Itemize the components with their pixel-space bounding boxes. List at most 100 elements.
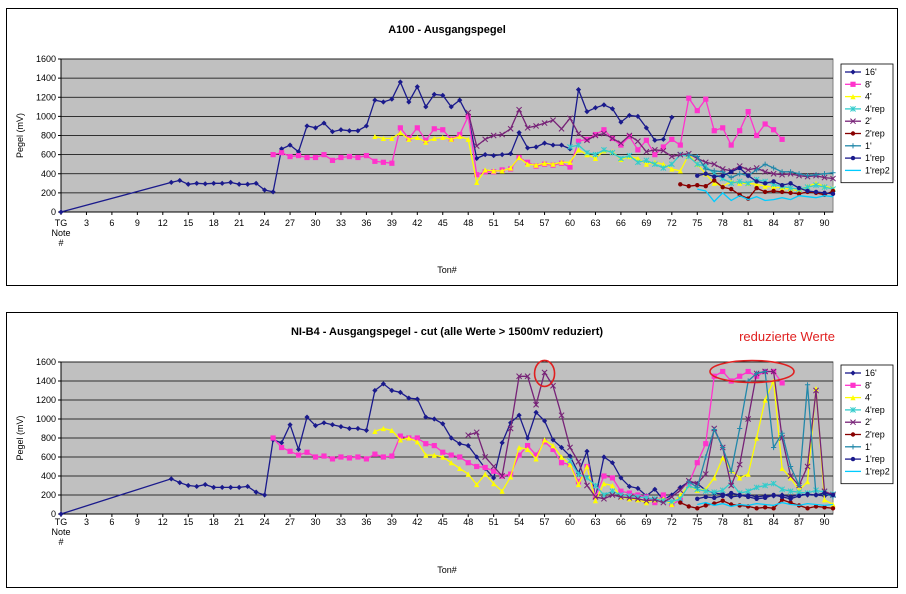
data-point — [524, 124, 531, 131]
data-point — [312, 454, 319, 460]
data-point — [541, 369, 548, 376]
data-point — [804, 463, 811, 470]
data-point — [822, 190, 827, 196]
data-point — [389, 160, 395, 166]
data-point — [346, 153, 353, 160]
data-point — [652, 152, 658, 158]
data-point — [304, 154, 310, 161]
data-point — [278, 440, 285, 446]
data-point — [686, 152, 692, 158]
data-point — [728, 174, 734, 181]
legend-swatch-marker — [850, 81, 856, 87]
data-point — [728, 482, 735, 489]
data-point — [771, 444, 777, 451]
data-point — [702, 159, 709, 166]
data-point — [491, 481, 497, 487]
series-line — [688, 370, 834, 498]
data-point — [660, 492, 666, 498]
y-tick-label: 1400 — [36, 376, 56, 386]
data-point — [355, 425, 361, 432]
data-point — [626, 483, 632, 490]
data-point — [762, 183, 768, 189]
x-tick-label-line: 57 — [540, 218, 550, 228]
data-point — [651, 161, 658, 168]
data-point — [474, 172, 480, 178]
data-point — [643, 500, 649, 506]
legend-entry: 2' — [865, 116, 872, 126]
data-point — [678, 182, 683, 187]
data-point — [762, 181, 768, 186]
legend: 16' 8' 4' 4'rep 2' 2'rep 1' 1'rep 1'rep2 — [840, 364, 894, 485]
data-point — [499, 440, 505, 446]
data-point — [609, 482, 616, 489]
data-point — [754, 181, 760, 187]
x-tick-label: 54 — [514, 218, 524, 228]
data-point — [270, 435, 276, 441]
data-point — [788, 181, 793, 186]
data-point — [728, 169, 734, 175]
data-point — [346, 425, 353, 432]
data-point — [635, 497, 641, 503]
data-point — [567, 462, 573, 468]
data-point — [660, 136, 666, 142]
data-point — [321, 152, 327, 158]
data-point — [414, 125, 420, 131]
data-point — [533, 456, 539, 462]
data-point — [490, 132, 497, 139]
series-line — [697, 188, 834, 203]
data-point — [737, 425, 743, 432]
x-tick-label-line: 21 — [234, 517, 244, 527]
x-tick-label: 48 — [463, 218, 473, 228]
chart-panel-a100: A100 - Ausgangspegel 0 200 400 600 800 1000 120… — [6, 8, 898, 286]
data-point — [533, 162, 539, 168]
data-point — [575, 142, 582, 149]
data-point — [822, 505, 827, 510]
x-tick-label-line: 60 — [565, 218, 575, 228]
data-point — [499, 473, 506, 479]
x-tick-label-line: 66 — [616, 517, 626, 527]
data-point — [363, 123, 370, 129]
data-point — [634, 138, 641, 145]
data-point — [694, 108, 700, 114]
data-point — [465, 471, 471, 477]
chart-panel-nib4: NI-B4 - Ausgangspegel - cut (alle Werte … — [6, 312, 898, 588]
data-point — [516, 106, 523, 113]
data-point — [321, 120, 327, 126]
data-point — [779, 189, 785, 195]
legend-entry: 1' — [865, 141, 872, 151]
data-point — [431, 443, 437, 449]
data-point — [592, 132, 599, 139]
data-point — [660, 147, 667, 154]
data-point — [745, 368, 751, 375]
data-point — [372, 158, 378, 164]
legend-entry: 16' — [865, 368, 877, 378]
data-point — [575, 87, 582, 93]
data-point — [643, 497, 650, 504]
x-tick-label: 84 — [769, 517, 779, 527]
data-point — [660, 165, 667, 171]
data-point — [516, 130, 522, 136]
y-tick-label: 1600 — [36, 54, 56, 64]
data-point — [457, 97, 463, 103]
x-tick-label-line: 33 — [336, 218, 346, 228]
y-tick-label: 0 — [51, 509, 56, 519]
data-point — [423, 139, 429, 145]
data-point — [771, 188, 776, 194]
data-point — [380, 381, 386, 387]
x-tick-label: 45 — [438, 517, 448, 527]
data-point — [524, 446, 531, 452]
data-point — [482, 464, 488, 471]
data-point — [473, 143, 480, 149]
data-point — [516, 373, 523, 380]
data-point — [236, 181, 242, 187]
y-tick-label: 400 — [41, 471, 56, 481]
data-point — [694, 460, 700, 466]
data-point — [465, 136, 471, 142]
x-tick-label: 42 — [412, 218, 422, 228]
data-point — [712, 174, 717, 179]
data-point — [295, 152, 302, 159]
data-point — [457, 465, 463, 471]
legend-entry: 16' — [865, 67, 877, 77]
x-tick-label-line: 15 — [183, 517, 193, 527]
data-point — [584, 482, 590, 489]
